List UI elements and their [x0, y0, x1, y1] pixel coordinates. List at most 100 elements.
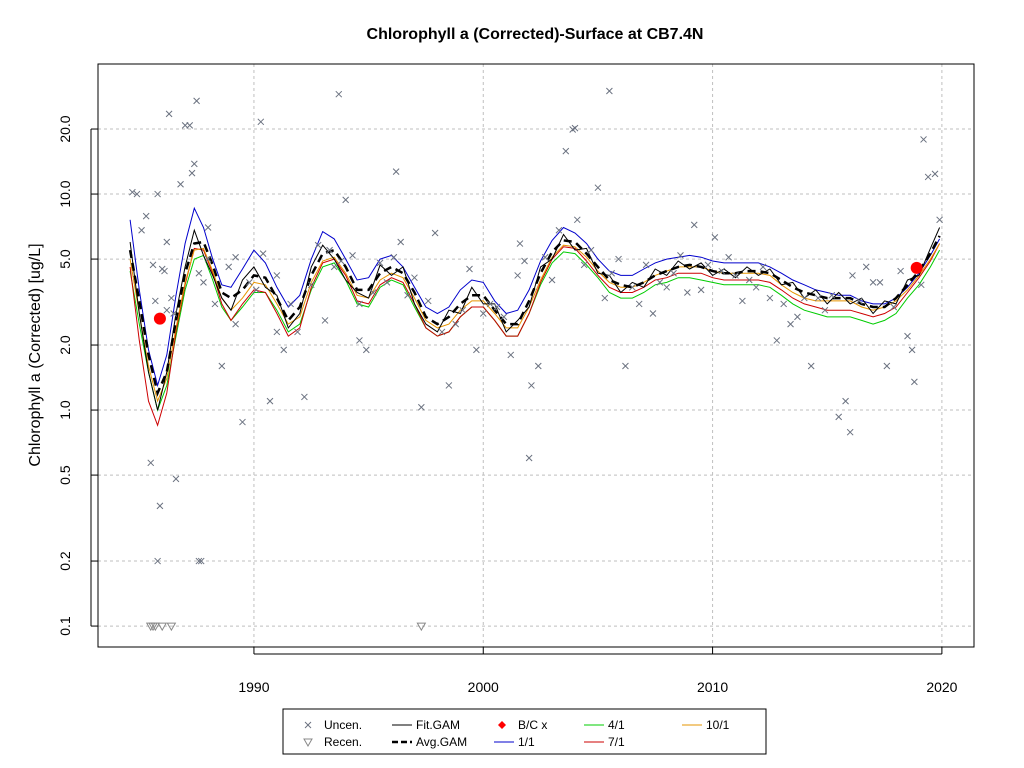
data-point-uncensored [541, 253, 549, 261]
x-marker-stroke [193, 97, 200, 105]
legend-item-fit-gam: Fit.GAM [392, 718, 460, 732]
x-marker-stroke [204, 255, 212, 263]
legend-label: B/C x [518, 718, 547, 732]
data-point-recensored [157, 622, 168, 632]
data-point-uncensored [917, 281, 925, 289]
x-marker-stroke [466, 265, 473, 273]
x-marker-stroke [787, 320, 794, 328]
x-marker-stroke [232, 253, 239, 261]
legend-item-uncen-: Uncen. [304, 718, 362, 732]
series-line-avg-gam [128, 235, 941, 397]
x-marker-stroke [459, 306, 466, 314]
data-point-uncensored [849, 272, 856, 279]
x-marker-stroke [849, 272, 856, 279]
baseline-change-point [910, 261, 923, 274]
series-line-7-1 [129, 243, 941, 427]
data-point-uncensored [656, 279, 664, 286]
data-point-recensored [166, 622, 177, 632]
x-marker-stroke [411, 274, 418, 282]
x-marker-stroke [129, 188, 136, 196]
x-marker-stroke [376, 259, 384, 267]
x-marker-stroke [869, 279, 877, 286]
data-point-uncensored [745, 276, 753, 284]
x-marker-stroke [479, 310, 487, 317]
x-marker-stroke [287, 300, 294, 308]
x-marker-stroke [842, 397, 849, 405]
x-marker-stroke [397, 238, 405, 246]
x-marker-stroke [326, 246, 333, 254]
x-marker-stroke [587, 246, 595, 254]
data-point-uncensored [814, 294, 822, 302]
x-marker-stroke [516, 240, 524, 247]
data-point-uncensored [252, 286, 260, 294]
x-marker-stroke [252, 286, 260, 294]
legend-item-avg-gam: Avg.GAM [392, 735, 467, 749]
data-point-uncensored [931, 170, 939, 178]
x-marker-stroke [424, 297, 432, 305]
data-point-uncensored [608, 269, 616, 277]
x-marker-stroke [541, 253, 549, 261]
x-marker-stroke [151, 297, 159, 305]
x-marker-stroke [239, 418, 246, 426]
data-point-uncensored [156, 502, 164, 510]
data-point-uncensored [924, 173, 932, 181]
data-point-uncensored [739, 297, 746, 305]
data-point-uncensored [163, 306, 171, 314]
x-marker-stroke [211, 300, 219, 308]
x-marker-stroke [725, 253, 732, 261]
x-marker-stroke [168, 294, 175, 302]
data-point-uncensored [349, 252, 356, 259]
x-marker-stroke [697, 286, 705, 294]
x-tick-label: 2010 [697, 679, 728, 695]
data-point-uncensored [780, 300, 788, 308]
x-marker-stroke [172, 475, 180, 483]
data-point-uncensored [594, 184, 602, 192]
x-marker-stroke [294, 328, 301, 336]
data-point-uncensored [479, 310, 487, 317]
baseline-change-point [153, 312, 166, 325]
x-marker-stroke [349, 252, 356, 259]
x-marker-stroke [165, 110, 173, 118]
data-point-uncensored [773, 337, 781, 344]
x-marker-stroke [642, 261, 650, 269]
legend-label: 1/1 [518, 735, 535, 749]
data-point-uncensored [571, 124, 579, 132]
data-point-uncensored [670, 269, 677, 277]
data-point-uncensored [807, 362, 815, 370]
x-marker-stroke [890, 303, 898, 311]
x-marker-stroke [507, 351, 515, 359]
x-marker-stroke [525, 454, 533, 462]
x-marker-stroke [821, 306, 829, 314]
data-point-uncensored [718, 267, 726, 275]
x-marker-stroke [473, 346, 480, 354]
y-tick-label: 10.0 [57, 180, 73, 207]
x-marker-stroke [745, 276, 753, 284]
x-marker-stroke [862, 263, 870, 271]
data-point-uncensored [459, 306, 466, 314]
x-marker-stroke [138, 226, 145, 234]
x-marker-stroke [486, 300, 494, 308]
x-marker-stroke [794, 313, 801, 321]
x-marker-stroke [711, 234, 719, 241]
x-marker-stroke [431, 229, 439, 237]
x-marker-stroke [608, 269, 616, 277]
x-marker-stroke [800, 294, 808, 302]
data-point-uncensored [163, 238, 171, 246]
data-point-uncensored [555, 226, 563, 234]
x-marker-stroke [392, 168, 400, 175]
legend-item-b-c-x: B/C x [498, 718, 547, 732]
data-point-uncensored [335, 90, 343, 98]
x-marker-stroke [301, 393, 308, 401]
x-marker-stroke [195, 269, 203, 277]
data-point-uncensored [890, 303, 898, 311]
x-marker-stroke [766, 294, 774, 302]
data-point-uncensored [314, 241, 322, 249]
x-marker-stroke [356, 337, 363, 344]
x-marker-stroke [245, 279, 253, 286]
x-marker-stroke [704, 261, 712, 269]
data-point-uncensored [766, 294, 774, 302]
x-marker-stroke [622, 362, 629, 370]
data-point-uncensored [168, 294, 175, 302]
x-marker-stroke [534, 362, 542, 370]
x-marker-stroke [266, 397, 274, 405]
